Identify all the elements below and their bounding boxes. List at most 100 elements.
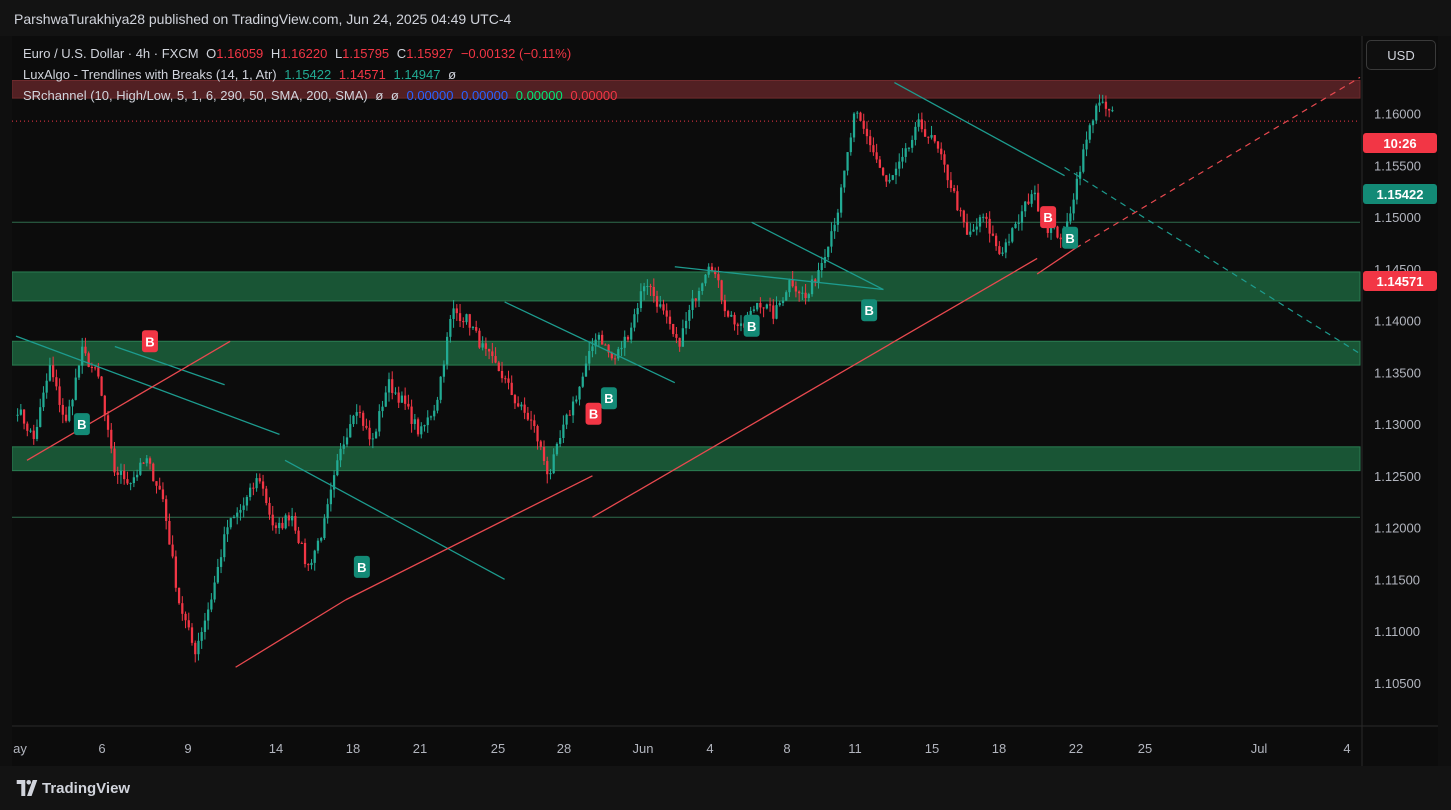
candle-body	[801, 292, 804, 294]
candle-body	[562, 424, 565, 438]
candle-body	[281, 522, 284, 529]
candle-body	[426, 417, 429, 426]
trendline-red	[345, 475, 593, 601]
candle-body	[930, 135, 933, 138]
candle-body	[491, 351, 494, 357]
candle-body	[978, 217, 982, 227]
currency-button[interactable]: USD	[1366, 40, 1436, 70]
srchannel-indicator-name[interactable]: SRchannel (10, High/Low, 5, 1, 6, 290, 5…	[23, 88, 368, 103]
candle-body	[268, 503, 271, 515]
tradingview-logo-icon	[16, 780, 38, 796]
candle-body	[962, 210, 965, 223]
candle-body	[862, 120, 865, 129]
chart-canvas[interactable]: BBBBBBBBB1.165001.160001.155001.150001.1…	[12, 36, 1438, 766]
candle-body	[571, 401, 575, 416]
tradingview-brand[interactable]: TradingView	[42, 780, 131, 797]
legend-luxalgo-row: LuxAlgo - Trendlines with Breaks (14, 1,…	[23, 67, 460, 82]
candle-body	[507, 378, 510, 383]
candle-body	[904, 148, 907, 157]
candle-body	[765, 304, 768, 309]
candle-body	[688, 310, 691, 321]
candle-body	[1011, 228, 1014, 242]
price-tick-label: 1.13500	[1374, 365, 1421, 380]
candle-body	[730, 314, 733, 317]
candle-body	[236, 512, 239, 517]
candle-body	[1020, 211, 1024, 223]
candle-body	[368, 427, 371, 440]
candle-body	[48, 365, 52, 381]
candle-body	[785, 292, 788, 301]
trendline-red	[235, 599, 346, 668]
candle-body	[517, 403, 520, 407]
trendline-teal-extension	[1064, 166, 1361, 355]
candle-body	[1078, 171, 1082, 179]
symbol-name[interactable]: Euro / U.S. Dollar · 4h · FXCM	[23, 46, 199, 61]
candle-body	[74, 377, 77, 400]
candle-body	[226, 527, 229, 535]
candle-body	[827, 246, 830, 258]
candle-body	[55, 377, 58, 387]
time-tick-label: 22	[1069, 741, 1083, 756]
candle-body	[468, 314, 471, 328]
candle-body	[529, 419, 533, 421]
candle-body	[888, 179, 891, 182]
candle-body	[313, 550, 316, 563]
sr-null-1: ø	[375, 88, 384, 103]
candle-body	[998, 246, 1001, 254]
luxalgo-null: ø	[448, 67, 457, 82]
candle-body	[113, 448, 116, 473]
price-tick-label: 1.14000	[1374, 314, 1421, 329]
candle-body	[804, 292, 807, 299]
candle-body	[449, 319, 452, 337]
candle-body	[578, 386, 581, 400]
candle-body	[636, 308, 639, 315]
time-tick-label: 25	[491, 741, 505, 756]
sell-signal-badge	[141, 330, 158, 353]
candle-body	[901, 156, 904, 162]
candle-body	[520, 404, 523, 407]
candle-body	[320, 538, 323, 541]
candle-body	[19, 409, 22, 415]
candle-body	[665, 310, 668, 317]
candle-body	[756, 302, 759, 310]
candle-body	[184, 613, 187, 621]
time-tick-label: 11	[848, 741, 862, 756]
candle-body	[303, 542, 307, 565]
candle-body	[936, 141, 940, 149]
candle-body	[649, 286, 652, 288]
candle-body	[294, 516, 297, 531]
candle-body	[187, 620, 190, 628]
chart-area[interactable]: BBBBBBBBB1.165001.160001.155001.150001.1…	[12, 36, 1438, 766]
candle-body	[455, 308, 458, 314]
candle-body	[536, 426, 539, 442]
luxalgo-indicator-name[interactable]: LuxAlgo - Trendlines with Breaks (14, 1,…	[23, 67, 277, 82]
candle-body	[500, 371, 504, 379]
candle-body	[807, 294, 810, 299]
candle-body	[917, 119, 920, 127]
candle-body	[207, 609, 210, 621]
candle-body	[965, 222, 969, 235]
time-tick-label: 25	[1138, 741, 1152, 756]
candle-body	[391, 379, 394, 393]
candle-body	[329, 489, 332, 505]
candle-body	[433, 410, 436, 417]
candle-body	[1004, 242, 1007, 253]
luxalgo-value-1: 1.15422	[284, 67, 332, 82]
candle-body	[752, 309, 756, 311]
open-value: 1.16059	[216, 46, 264, 61]
candle-body	[352, 415, 355, 425]
candle-body	[849, 137, 852, 153]
candle-body	[58, 386, 61, 405]
candle-body	[991, 233, 995, 236]
trendline-teal	[504, 301, 676, 384]
candle-body	[365, 425, 368, 428]
candle-body	[591, 346, 594, 352]
candle-body	[704, 274, 707, 284]
candle-body	[791, 280, 794, 287]
candle-body	[97, 367, 100, 377]
candle-body	[830, 231, 833, 247]
candle-body	[413, 419, 416, 424]
buy-signal-label: B	[77, 417, 86, 432]
support-zone	[12, 340, 1361, 366]
candle-body	[129, 483, 132, 485]
